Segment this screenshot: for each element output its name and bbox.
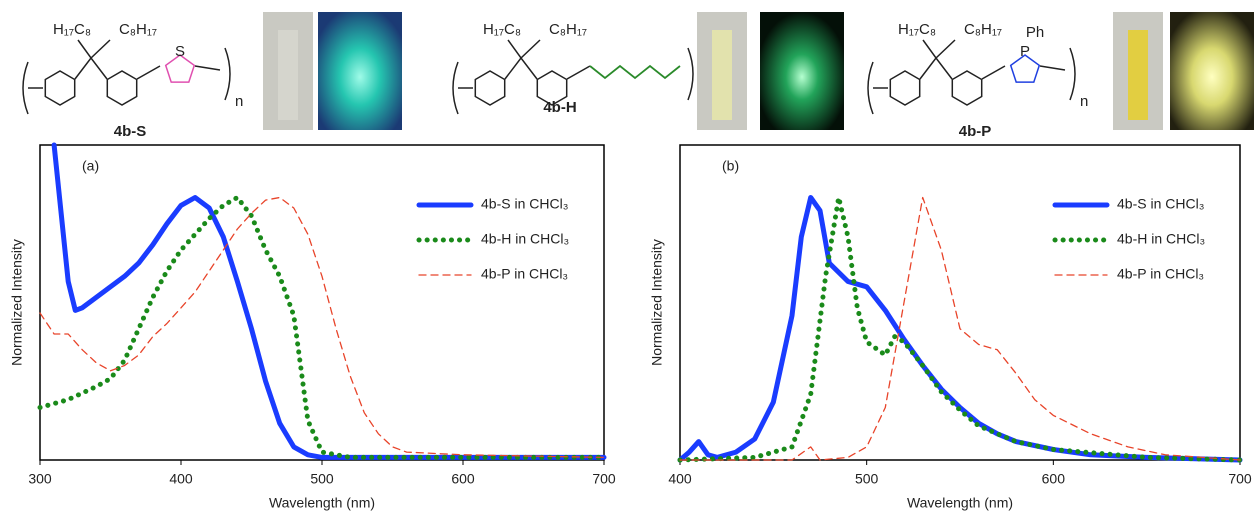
legend-label: 4b-P in CHCl₃ <box>481 266 568 282</box>
benzene-ring <box>44 70 76 106</box>
compound-label: 4b-P <box>959 123 992 140</box>
legend-label: 4b-H in CHCl₃ <box>1117 231 1205 247</box>
repeat-unit: n <box>1080 93 1088 110</box>
benzene-ring <box>536 70 568 106</box>
repeat-unit: n <box>235 93 243 110</box>
polyene <box>589 64 681 80</box>
x-axis-label: Wavelength (nm) <box>269 495 375 511</box>
bracket <box>687 47 694 101</box>
vial-solution <box>1128 30 1148 120</box>
y-axis-label: Normalized Intensity <box>9 239 25 366</box>
substituent: Ph <box>1026 24 1044 41</box>
legend-label: 4b-S in CHCl₃ <box>481 196 568 212</box>
legend-label: 4b-S in CHCl₃ <box>1117 196 1204 212</box>
bond <box>566 65 591 80</box>
series-line <box>679 196 1241 461</box>
benzene-ring <box>474 70 506 106</box>
structure: H₁₇C₈C₈H₁₇n4b-H <box>452 12 844 130</box>
bond <box>136 65 161 80</box>
x-tick-label: 300 <box>28 471 52 487</box>
x-tick-label: 600 <box>451 471 475 487</box>
compound-label: 4b-S <box>114 123 147 140</box>
bridge <box>504 56 538 80</box>
x-tick-label: 400 <box>668 471 692 487</box>
benzene-ring <box>106 70 138 106</box>
bond <box>194 65 221 71</box>
x-tick-label: 700 <box>592 471 616 487</box>
left-chain: H₁₇C₈ <box>898 21 936 38</box>
bracket <box>867 61 874 115</box>
bracket <box>22 61 29 115</box>
bracket <box>224 47 231 101</box>
x-tick-label: 500 <box>310 471 334 487</box>
bracket <box>452 61 459 115</box>
photo-fluorescence <box>318 12 402 130</box>
hetero-ring <box>1009 54 1041 83</box>
benzene-ring <box>889 70 921 106</box>
series-line <box>37 195 607 460</box>
bridge <box>74 56 108 80</box>
heteroatom: P <box>1020 43 1030 60</box>
left-chain: H₁₇C₈ <box>483 21 521 38</box>
vial-solution <box>712 30 732 120</box>
chain-bonds <box>922 39 956 60</box>
x-axis-label: Wavelength (nm) <box>907 495 1013 511</box>
right-chain: C₈H₁₇ <box>119 21 157 38</box>
series-line <box>51 142 607 460</box>
legend-label: 4b-H in CHCl₃ <box>481 231 569 247</box>
bond <box>1039 65 1066 71</box>
structure: H₁₇C₈ C₈H₁₇ P Ph n 4b-P <box>867 12 1254 140</box>
hetero-ring <box>164 54 196 83</box>
structure: H₁₇C₈ C₈H₁₇ Sn 4b-S <box>22 12 402 140</box>
benzene-ring <box>951 70 983 106</box>
right-chain: C₈H₁₇ <box>964 21 1002 38</box>
chain-bonds <box>77 39 111 60</box>
plot-frame <box>679 144 1241 461</box>
heteroatom: S <box>175 43 185 60</box>
x-tick-label: 400 <box>169 471 193 487</box>
series-line <box>677 195 1243 463</box>
series-line <box>39 196 605 459</box>
panel-label: (b) <box>722 158 739 174</box>
photo-fluorescence <box>1170 12 1254 130</box>
left-chain: H₁₇C₈ <box>53 21 91 38</box>
vial-solution <box>278 30 298 120</box>
series-line <box>677 195 1243 463</box>
bridge <box>919 56 953 80</box>
chain-bonds <box>507 39 541 60</box>
plot-frame <box>39 144 605 461</box>
bracket <box>1069 47 1076 101</box>
panel-label: (a) <box>82 158 99 174</box>
photo-fluorescence <box>760 12 844 130</box>
x-tick-label: 600 <box>1042 471 1066 487</box>
compound-label: 4b-H <box>543 99 576 116</box>
right-chain: C₈H₁₇ <box>549 21 587 38</box>
y-axis-label: Normalized Intensity <box>649 239 665 366</box>
bond <box>981 65 1006 80</box>
x-tick-label: 700 <box>1228 471 1252 487</box>
x-tick-label: 500 <box>855 471 879 487</box>
legend-label: 4b-P in CHCl₃ <box>1117 266 1204 282</box>
